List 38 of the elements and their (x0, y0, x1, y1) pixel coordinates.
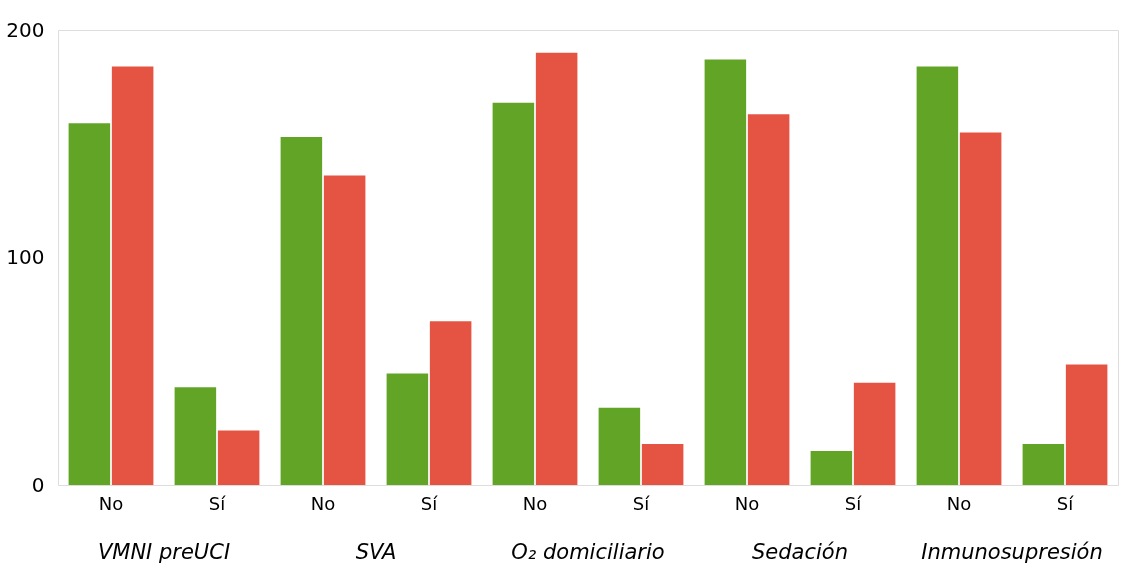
bar (1065, 364, 1108, 485)
text: Inmunosupresión (921, 540, 1103, 564)
text: SVA (355, 540, 397, 564)
x-tick-label: No (98, 492, 124, 514)
text: Sedación (752, 540, 848, 564)
x-tick-label: Sí (208, 492, 227, 514)
text: O₂ domiciliario (511, 540, 665, 564)
bar (747, 114, 790, 485)
y-tick-label: 100 (6, 245, 45, 269)
x-tick-label: No (734, 492, 760, 514)
text: VMNI preUCI (97, 540, 231, 564)
bar (492, 102, 535, 485)
bar (68, 123, 111, 485)
bar (853, 382, 896, 485)
x-tick-label: No (946, 492, 972, 514)
bar (704, 59, 747, 485)
bar (1022, 444, 1065, 485)
bar (386, 373, 429, 485)
x-tick-label: Sí (632, 492, 651, 514)
y-tick-label: 200 (6, 17, 45, 42)
bar (217, 430, 260, 485)
bar (916, 66, 959, 485)
x-tick-label: Sí (1056, 492, 1075, 514)
x-tick-label: Sí (420, 492, 439, 514)
bar (429, 321, 472, 485)
bar (535, 52, 578, 485)
bar (174, 387, 217, 485)
bar (598, 407, 641, 485)
x-tick-label: No (310, 492, 336, 514)
x-tick-label: No (522, 492, 548, 514)
bar (323, 175, 366, 485)
bar (111, 66, 154, 485)
bar (959, 132, 1002, 485)
y-tick-label: 0 (31, 472, 45, 497)
bar (641, 444, 684, 485)
x-tick-label: Sí (844, 492, 863, 514)
bar (810, 450, 853, 485)
bar (280, 136, 323, 485)
